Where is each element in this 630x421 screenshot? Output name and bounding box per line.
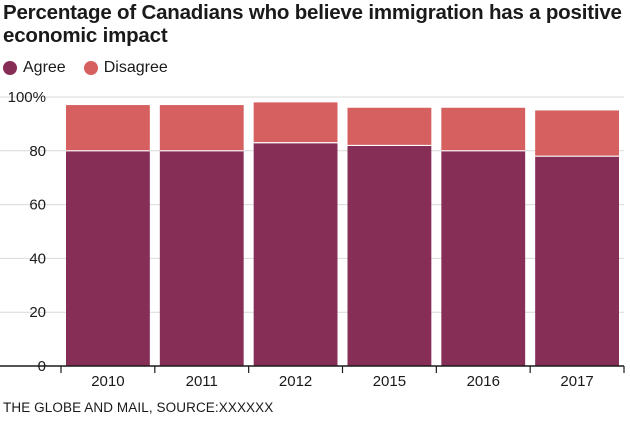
bar-agree-2015 (347, 145, 432, 366)
chart-legend: Agree Disagree (3, 58, 186, 78)
bar-agree-2010 (66, 150, 150, 366)
y-tick-label-60: 60 (29, 197, 46, 214)
bar-disagree-2012 (253, 102, 338, 143)
bar-disagree-2010 (66, 105, 150, 151)
x-tick-label-2015: 2015 (373, 373, 406, 390)
legend-swatch-disagree (83, 61, 98, 75)
bar-disagree-2015 (347, 107, 432, 146)
bar-agree-2016 (441, 150, 526, 366)
y-tick-label-20: 20 (29, 304, 46, 321)
bar-disagree-2017 (535, 110, 619, 157)
legend-label-disagree: Disagree (103, 59, 168, 76)
x-tick-label-2011: 2011 (186, 373, 218, 390)
bar-agree-2017 (535, 156, 619, 366)
y-tick-label-40: 40 (29, 250, 46, 267)
chart-title: Percentage of Canadians who believe immi… (3, 1, 622, 47)
bar-disagree-2016 (441, 107, 526, 151)
y-tick-label-80: 80 (29, 143, 46, 160)
source-note: THE GLOBE AND MAIL, SOURCE:XXXXXX (3, 400, 274, 415)
x-tick-label-2010: 2010 (91, 373, 124, 390)
legend-swatch-agree (3, 61, 17, 75)
x-tick-label-2016: 2016 (467, 373, 500, 390)
y-tick-label-100: 100% (8, 89, 46, 106)
bars (66, 102, 619, 366)
bar-agree-2012 (253, 142, 338, 366)
legend-item-disagree: Disagree (83, 59, 168, 77)
bar-agree-2011 (159, 150, 244, 366)
x-tick-label-2012: 2012 (279, 373, 312, 390)
bar-disagree-2011 (159, 105, 244, 151)
legend-label-agree: Agree (23, 59, 66, 76)
legend-item-agree: Agree (3, 59, 66, 77)
x-tick-label-2017: 2017 (560, 373, 593, 390)
